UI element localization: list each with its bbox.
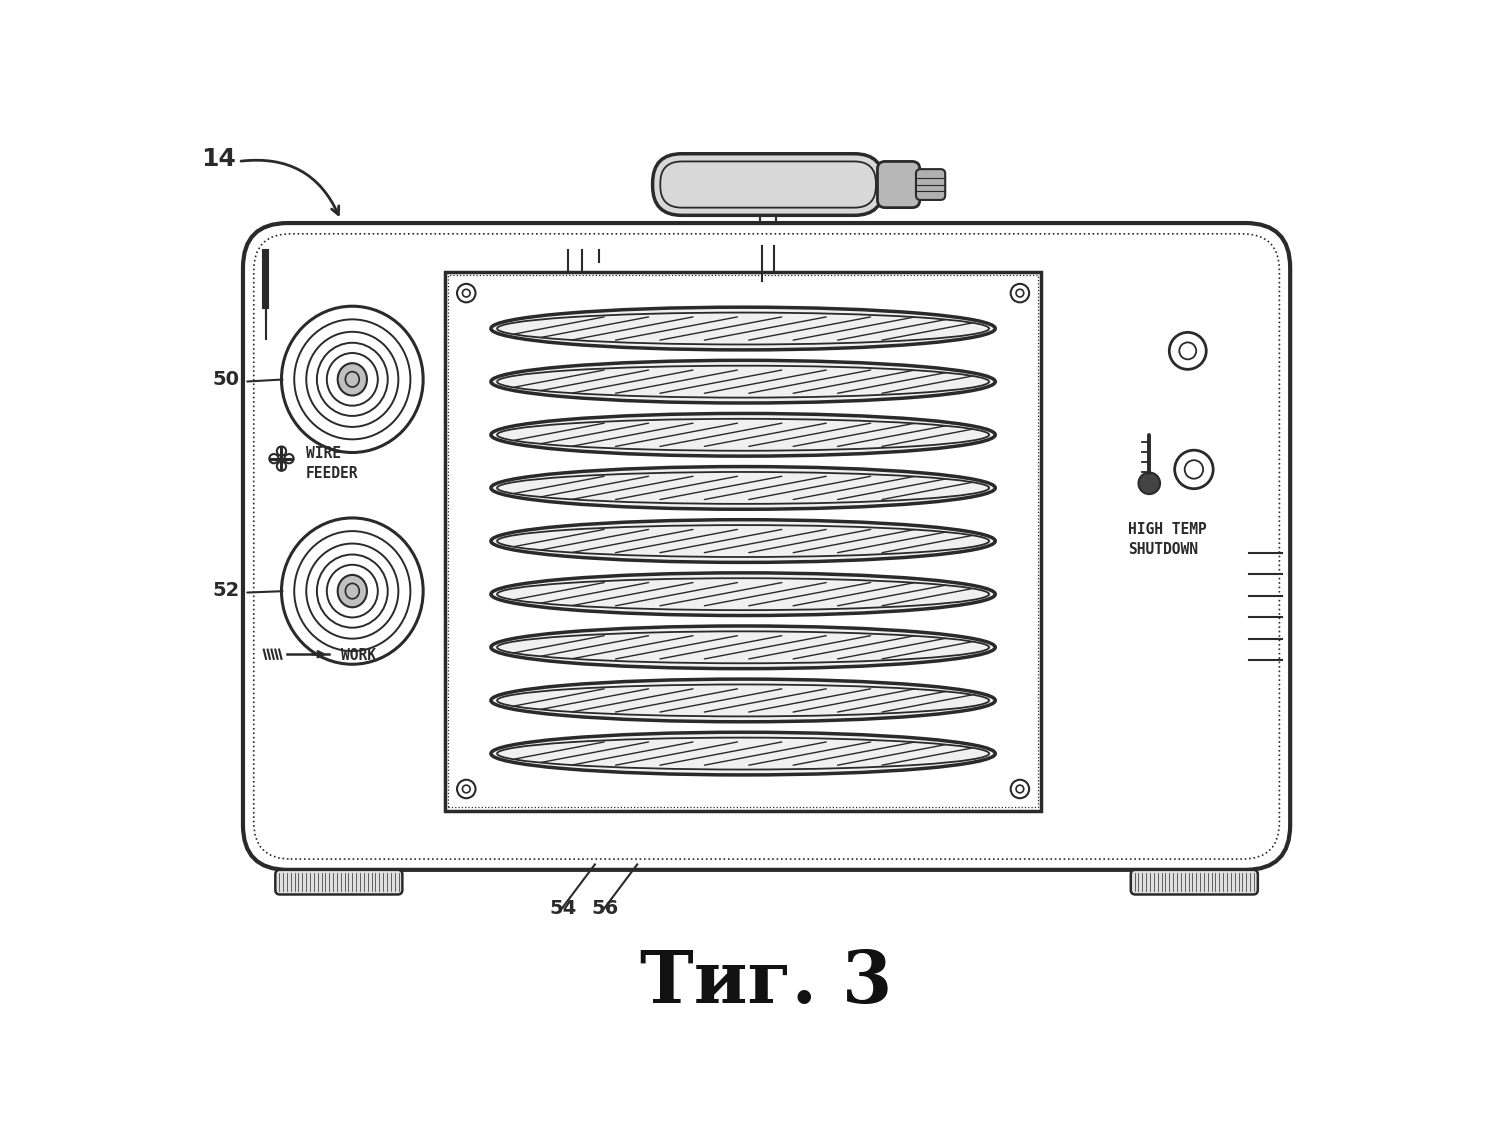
Text: 56: 56 <box>591 899 619 919</box>
Text: 50: 50 <box>212 369 239 389</box>
Text: WIRE
FEEDER: WIRE FEEDER <box>306 447 359 481</box>
Ellipse shape <box>490 466 996 510</box>
Ellipse shape <box>490 679 996 722</box>
Circle shape <box>1139 472 1160 494</box>
Text: 54: 54 <box>550 899 577 919</box>
Ellipse shape <box>338 575 366 608</box>
Text: 52: 52 <box>212 580 239 600</box>
Ellipse shape <box>490 626 996 669</box>
Bar <box>444 271 1042 811</box>
FancyBboxPatch shape <box>653 154 884 215</box>
FancyBboxPatch shape <box>916 169 945 200</box>
Bar <box>448 275 1039 807</box>
Ellipse shape <box>338 364 366 396</box>
FancyBboxPatch shape <box>275 870 402 895</box>
Ellipse shape <box>490 572 996 616</box>
Text: WORK: WORK <box>341 648 375 663</box>
Text: Τиг. 3: Τиг. 3 <box>640 946 893 1018</box>
Ellipse shape <box>490 360 996 404</box>
Ellipse shape <box>490 520 996 562</box>
Ellipse shape <box>490 307 996 350</box>
FancyBboxPatch shape <box>1130 870 1257 895</box>
Ellipse shape <box>490 732 996 775</box>
Text: HIGH TEMP
SHUTDOWN: HIGH TEMP SHUTDOWN <box>1129 522 1208 556</box>
FancyBboxPatch shape <box>878 162 919 207</box>
Text: 14: 14 <box>202 147 236 171</box>
Ellipse shape <box>490 414 996 456</box>
